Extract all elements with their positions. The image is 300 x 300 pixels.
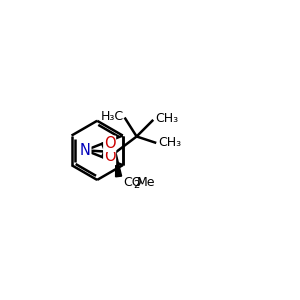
Text: O: O	[104, 136, 116, 151]
Text: CH₃: CH₃	[155, 112, 178, 125]
Polygon shape	[116, 152, 122, 177]
Text: 2: 2	[133, 180, 139, 190]
Text: O: O	[104, 149, 116, 164]
Text: Me: Me	[136, 176, 155, 189]
Text: H₃C: H₃C	[100, 110, 124, 123]
Text: CH₃: CH₃	[158, 136, 181, 149]
Text: N: N	[80, 143, 91, 158]
Text: CO: CO	[123, 176, 141, 189]
